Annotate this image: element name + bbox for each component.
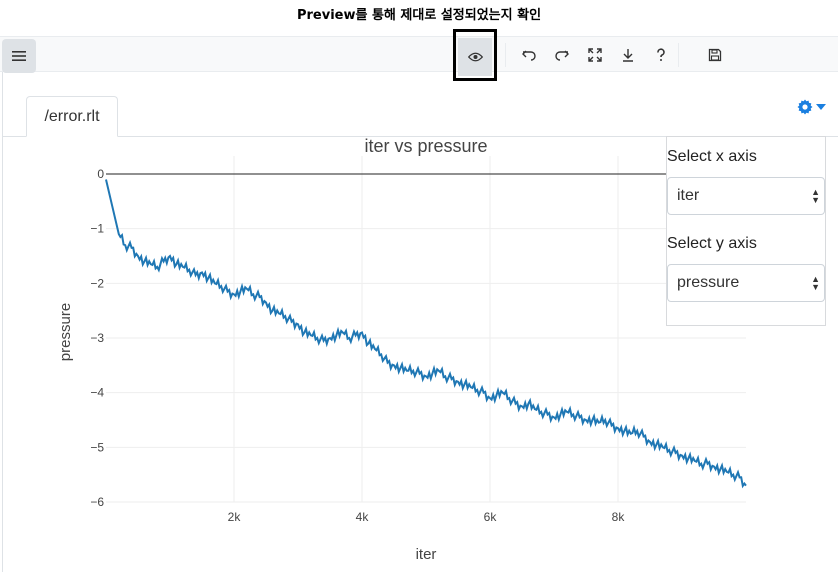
panel-border	[2, 72, 3, 572]
redo-icon	[555, 50, 569, 61]
select-arrows-icon: ▲ ▼	[811, 187, 820, 205]
y-tick-label: −4	[90, 386, 104, 400]
preview-button[interactable]	[458, 38, 492, 76]
caret-down-icon	[816, 104, 826, 110]
settings-toggle[interactable]	[797, 99, 826, 115]
pressure-series-line	[105, 179, 747, 489]
y-tick-label: −5	[90, 440, 104, 454]
x-axis-select[interactable]: iter ▲ ▼	[667, 177, 825, 215]
undo-icon	[522, 50, 536, 61]
x-tick-label: 8k	[612, 510, 626, 524]
chart-title: iter vs pressure	[364, 136, 487, 156]
x-axis-title: iter	[416, 546, 437, 563]
x-tick-label: 6k	[484, 510, 498, 524]
undo-button[interactable]	[514, 41, 544, 69]
menu-button[interactable]	[2, 39, 36, 73]
select-arrows-icon: ▲ ▼	[811, 274, 820, 292]
x-axis-select-label: Select x axis	[667, 148, 757, 165]
save-button[interactable]	[700, 41, 730, 69]
y-tick-label: −3	[90, 331, 104, 345]
expand-icon	[588, 48, 602, 62]
toolbar-divider	[505, 43, 506, 67]
y-tick-label: −1	[90, 222, 104, 236]
caption-text: Preview를 통해 제대로 설정되었는지 확인	[296, 8, 542, 23]
y-tick-label: −2	[90, 276, 104, 290]
eye-icon	[467, 52, 483, 62]
tab-divider	[2, 136, 838, 137]
help-button[interactable]	[646, 41, 676, 69]
x-axis-select-value: iter	[677, 187, 700, 204]
download-icon	[623, 49, 633, 62]
x-tick-label: 4k	[356, 510, 370, 524]
redo-button[interactable]	[547, 41, 577, 69]
toolbar-divider	[678, 43, 679, 67]
y-axis-select-label: Select y axis	[667, 235, 757, 252]
y-axis-title: pressure	[57, 303, 74, 361]
chart-grid	[106, 156, 746, 503]
help-icon	[657, 48, 665, 61]
y-tick-label: −6	[90, 495, 104, 509]
y-axis-select[interactable]: pressure ▲ ▼	[667, 264, 825, 302]
axis-settings-panel: Select x axis iter ▲ ▼ Select y axis pres…	[666, 136, 826, 326]
gear-icon	[797, 99, 813, 115]
toolbar	[0, 36, 838, 73]
y-tick-label: 0	[97, 167, 104, 181]
y-axis-select-value: pressure	[677, 274, 740, 291]
x-tick-label: 2k	[228, 510, 242, 524]
download-button[interactable]	[613, 41, 643, 69]
preview-highlight-box	[453, 29, 497, 81]
y-axis: 0 −1 −2 −3 −4 −5 −6	[90, 167, 104, 509]
save-icon	[708, 48, 722, 62]
x-axis: 2k 4k 6k 8k	[228, 510, 626, 524]
menu-icon	[12, 51, 26, 61]
expand-button[interactable]	[580, 41, 610, 69]
tab-error-rlt[interactable]: /error.rlt	[26, 96, 118, 137]
